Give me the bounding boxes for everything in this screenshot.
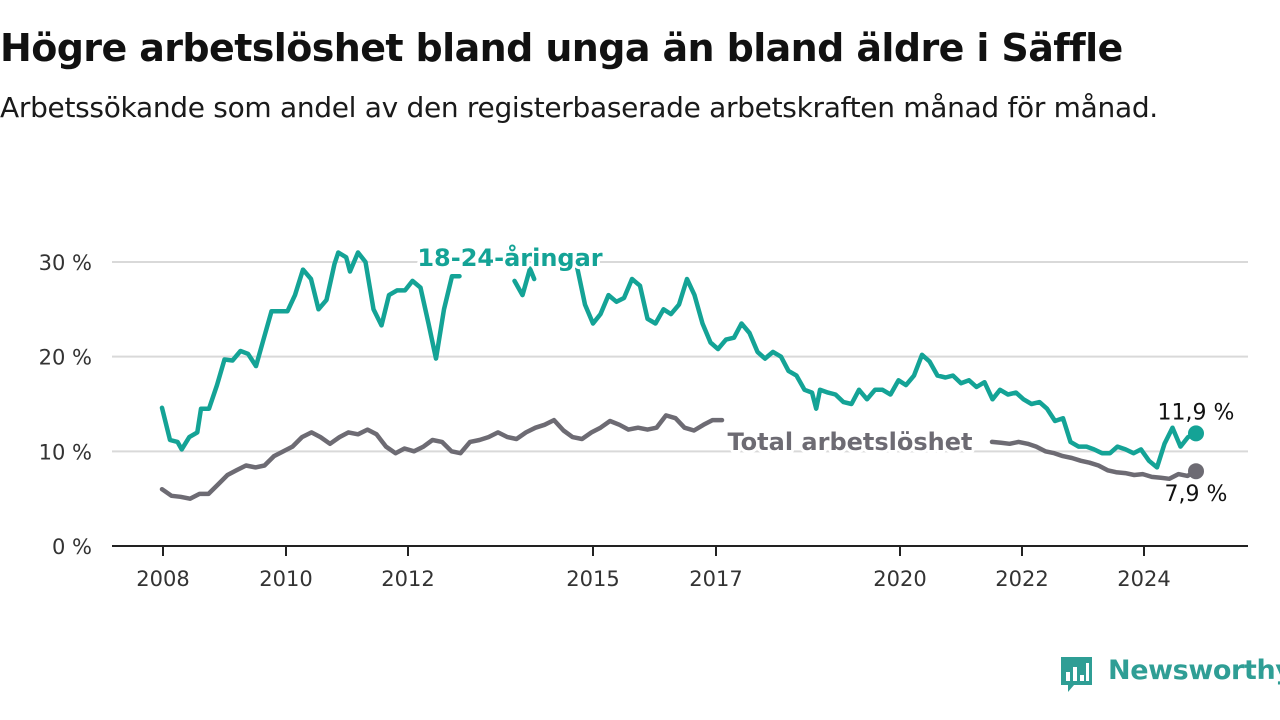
newsworthy-brand: Newsworthy — [1058, 654, 1280, 694]
gridlines — [112, 261, 1248, 453]
series-lines — [159, 250, 1204, 501]
x-axis: 2008 2010 2012 2015 2017 2020 2022 2024 — [112, 545, 1248, 591]
series-line-youth — [512, 266, 537, 298]
y-axis-ticks: 0 % 10 % 20 % 30 % — [39, 251, 92, 559]
brand-name: Newsworthy — [1108, 655, 1280, 686]
series-name-label: 18-24-åringar — [417, 243, 602, 272]
y-tick-label: 30 % — [39, 251, 92, 275]
x-tick-label: 2015 — [566, 567, 619, 591]
x-tick-label: 2010 — [259, 567, 312, 591]
y-tick-label: 20 % — [39, 346, 92, 370]
series-end-label: 11,9 % — [1158, 400, 1235, 425]
series-line-total — [159, 413, 725, 501]
x-tick-label: 2008 — [136, 567, 189, 591]
chart-subtitle: Arbetssökande som andel av den registerb… — [0, 91, 1158, 124]
series-line-youth — [574, 264, 1199, 470]
x-tick-label: 2017 — [689, 567, 742, 591]
x-tick-label: 2012 — [381, 567, 434, 591]
series-line-total — [989, 439, 1199, 482]
x-tick-label: 2020 — [873, 567, 926, 591]
chart-title: Högre arbetslöshet bland unga än bland ä… — [0, 26, 1123, 70]
newsworthy-logo-icon — [1061, 657, 1092, 692]
series-end-dot — [1188, 463, 1204, 480]
y-tick-label: 0 % — [52, 535, 92, 559]
x-tick-label: 2024 — [1117, 567, 1170, 591]
series-labels: 11,9 % 7,9 % 18-24-åringar Total arbetslösh… — [414, 240, 1235, 507]
series-name-label: Total arbetslöshet — [727, 428, 972, 456]
x-tick-label: 2022 — [995, 567, 1048, 591]
series-end-label: 7,9 % — [1165, 482, 1228, 507]
series-line-youth — [159, 250, 462, 452]
y-tick-label: 10 % — [39, 440, 92, 464]
series-end-dot — [1188, 425, 1204, 442]
